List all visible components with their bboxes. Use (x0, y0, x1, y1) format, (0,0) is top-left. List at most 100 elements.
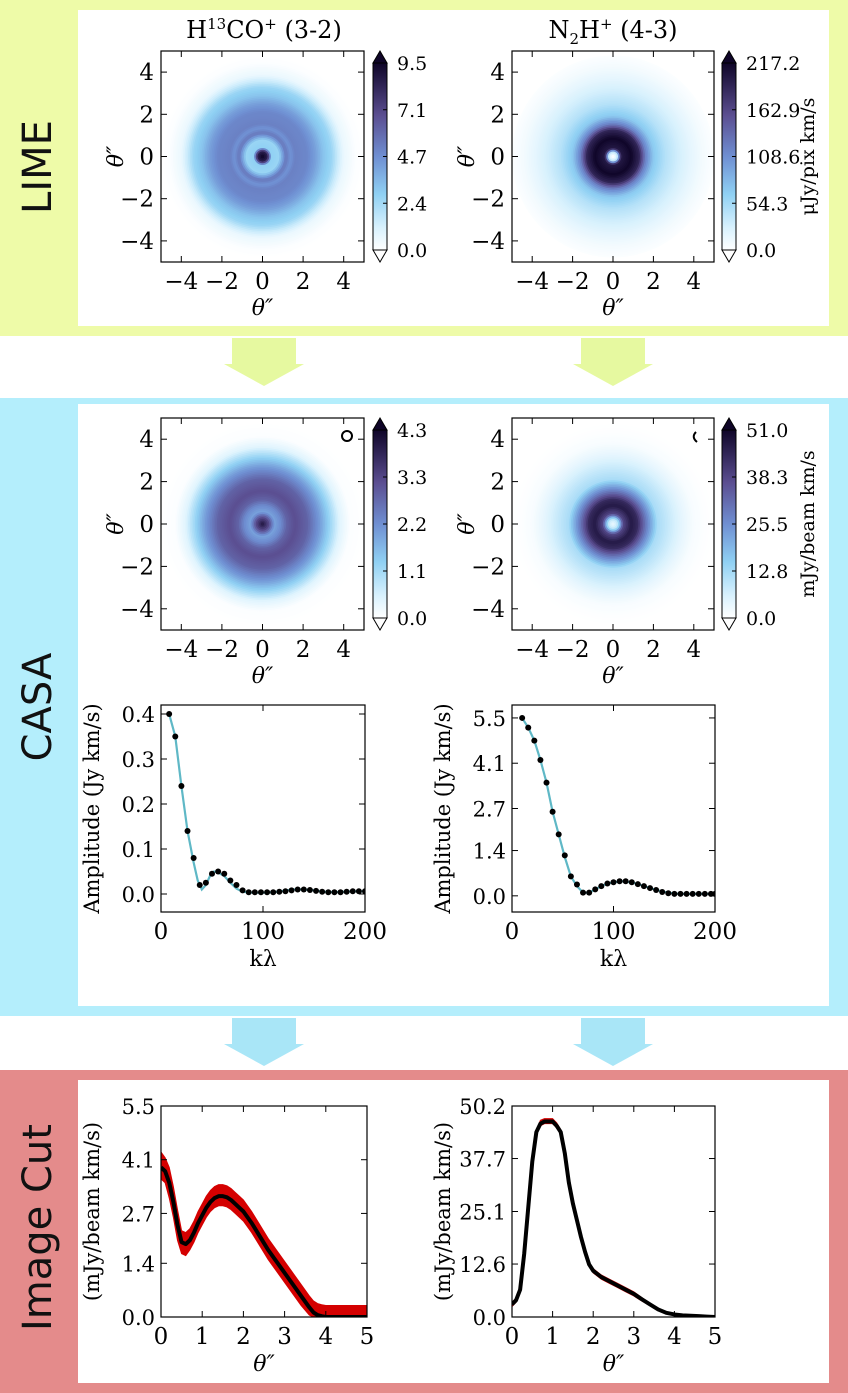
x-tick-label: −2 (556, 637, 590, 663)
y-tick-label: 0.4 (122, 703, 155, 727)
vis-left-plot-area (166, 711, 368, 895)
colorbar-max-arrow (373, 51, 387, 63)
data-point (617, 878, 623, 884)
vis-left-panel: 0 100 2000.00.10.20.30.4kλAmplitude (Jy km… (80, 703, 387, 972)
cut-left-plot-area (161, 1152, 367, 1317)
y-tick-label: 0.3 (122, 748, 155, 772)
x-tick-label: 2 (236, 1324, 251, 1350)
x-axis-label: kλ (249, 947, 276, 972)
y-tick-label: 4 (139, 60, 154, 86)
data-point (531, 738, 537, 744)
data-point (338, 889, 344, 895)
data-point (629, 879, 635, 885)
data-point (282, 888, 288, 894)
data-point (677, 891, 683, 897)
x-tick-label: 200 (693, 919, 737, 945)
title-left: H13CO+ (3-2) (186, 15, 342, 44)
x-tick-label: −2 (205, 637, 239, 663)
x-tick-label: 2 (296, 637, 311, 663)
x-tick-label: 4 (336, 269, 351, 295)
y-tick-label: 4.1 (122, 1149, 155, 1173)
data-point (240, 887, 246, 893)
lime-right-panel: −4−4−2−2002244θ″θ″217.2162.9108.654.30.0… (455, 51, 819, 321)
y-tick-label: −2 (471, 187, 505, 213)
colorbar-tick-label: 108.6 (746, 147, 800, 169)
data-point (641, 883, 647, 889)
data-point (325, 889, 331, 895)
data-point (604, 881, 610, 887)
data-point (647, 885, 653, 891)
colorbar-max-arrow (722, 51, 736, 63)
data-point (276, 889, 282, 895)
lime-right-image (512, 56, 714, 258)
colorbar-tick-label: 4.7 (397, 147, 427, 169)
cut-left-frame (161, 1106, 367, 1317)
data-point (525, 725, 531, 731)
heat-ring (261, 155, 264, 158)
profile-line (512, 1122, 715, 1317)
y-tick-label: 25.1 (459, 1201, 506, 1225)
x-tick-label: 2 (296, 269, 311, 295)
x-tick-label: 2 (646, 637, 661, 663)
data-point (598, 883, 604, 889)
colorbar-tick-label: 12.8 (746, 561, 788, 583)
casa-left-panel: −4−4−2−2002244θ″θ″4.33.32.21.10.0 (104, 418, 427, 689)
data-point (592, 886, 598, 892)
data-point (586, 890, 592, 896)
y-tick-label: 0 (139, 512, 154, 538)
y-tick-label: 0.1 (122, 838, 155, 862)
heat-ring (261, 522, 264, 525)
y-axis-label: θ″ (455, 512, 480, 534)
data-point (246, 889, 252, 895)
y-axis-label: θ″ (104, 145, 129, 167)
x-tick-label: 0 (154, 1324, 169, 1350)
x-tick-label: 5 (360, 1324, 375, 1350)
data-point (307, 887, 313, 893)
colorbar-tick-label: 2.2 (397, 514, 427, 536)
arrow-casa-left (224, 1018, 304, 1066)
colorbar-label: mJy/beam km/s (797, 450, 819, 597)
data-point (301, 887, 307, 893)
y-tick-label: 0.0 (122, 883, 155, 907)
y-tick-label: −2 (120, 187, 154, 213)
y-tick-label: −4 (120, 597, 154, 623)
cut-left-panel: 0 1 2 3 4 5 0.0 1.4 2.7 4.1 5.5 θ″ (mJy/beam km/s) (80, 1095, 374, 1377)
model-line (522, 718, 715, 894)
data-point (562, 852, 568, 858)
y-tick-label: 0.0 (473, 1306, 506, 1330)
y-tick-label: 2 (139, 470, 154, 496)
data-point (623, 878, 629, 884)
data-point (313, 888, 319, 894)
x-tick-label: 2 (646, 269, 661, 295)
data-point (264, 889, 270, 895)
y-tick-label: 1.4 (473, 840, 506, 864)
data-point (568, 873, 574, 879)
lime-left-colorbar: 9.5 7.1 4.7 2.4 0.0 (373, 51, 427, 262)
colorbar-tick-label: 25.5 (746, 514, 788, 536)
colorbar-tick-label: 1.1 (397, 561, 427, 583)
colorbar-tick-label: 217.2 (746, 53, 800, 75)
data-point (611, 879, 617, 885)
data-point (185, 828, 191, 834)
y-tick-label: 12.6 (459, 1253, 506, 1277)
data-point (233, 882, 239, 888)
x-tick-label: 5 (708, 1324, 723, 1350)
data-point (702, 891, 708, 897)
y-tick-label: 50.2 (459, 1095, 506, 1119)
data-point (344, 889, 350, 895)
data-point (684, 891, 690, 897)
colorbar-max-arrow (373, 418, 387, 430)
y-tick-label: 0 (490, 512, 505, 538)
colorbar-min-arrow (373, 250, 387, 262)
colorbar-label: μJy/pix km/s (797, 98, 819, 216)
data-point (295, 887, 301, 893)
x-tick-label: 4 (667, 1324, 682, 1350)
data-point (671, 891, 677, 897)
arrow-lime-right (573, 338, 653, 386)
x-axis-label: θ″ (253, 1352, 275, 1377)
x-tick-label: −4 (164, 269, 198, 295)
lime-right-colorbar: 217.2162.9108.654.30.0μJy/pix km/s (722, 51, 819, 262)
data-point (252, 889, 258, 895)
data-point (166, 711, 172, 717)
x-tick-label: 0 (606, 637, 621, 663)
